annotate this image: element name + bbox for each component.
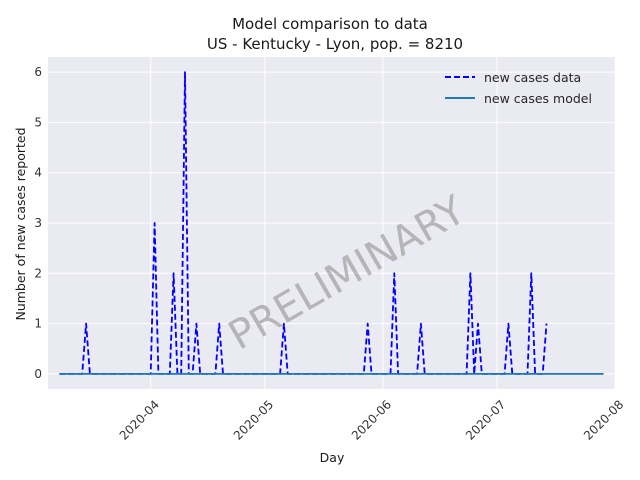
y-tick-label: 1 [34,317,42,331]
y-tick-label: 6 [34,65,42,79]
legend-label-data: new cases data [484,70,581,85]
x-axis-label: Day [320,450,345,465]
x-tick-label: 2020-06 [349,397,394,442]
series-layer [59,71,604,375]
y-tick-label: 2 [34,266,42,280]
y-tick-label: 0 [34,367,42,381]
legend: new cases data new cases model [445,70,592,106]
chart-subtitle: US - Kentucky - Lyon, pop. = 8210 [207,35,463,53]
grid [48,57,616,389]
legend-label-model: new cases model [484,91,592,106]
x-tick-label: 2020-08 [581,397,626,442]
y-axis-label: Number of new cases reported [13,127,28,320]
x-tick-label: 2020-05 [231,397,276,442]
x-tick-label: 2020-04 [117,397,162,442]
x-tick-label: 2020-07 [463,397,508,442]
y-tick-label: 3 [34,216,42,230]
y-tick-label: 5 [34,115,42,129]
y-tick-label: 4 [34,166,42,180]
chart-title: Model comparison to data [232,15,428,33]
